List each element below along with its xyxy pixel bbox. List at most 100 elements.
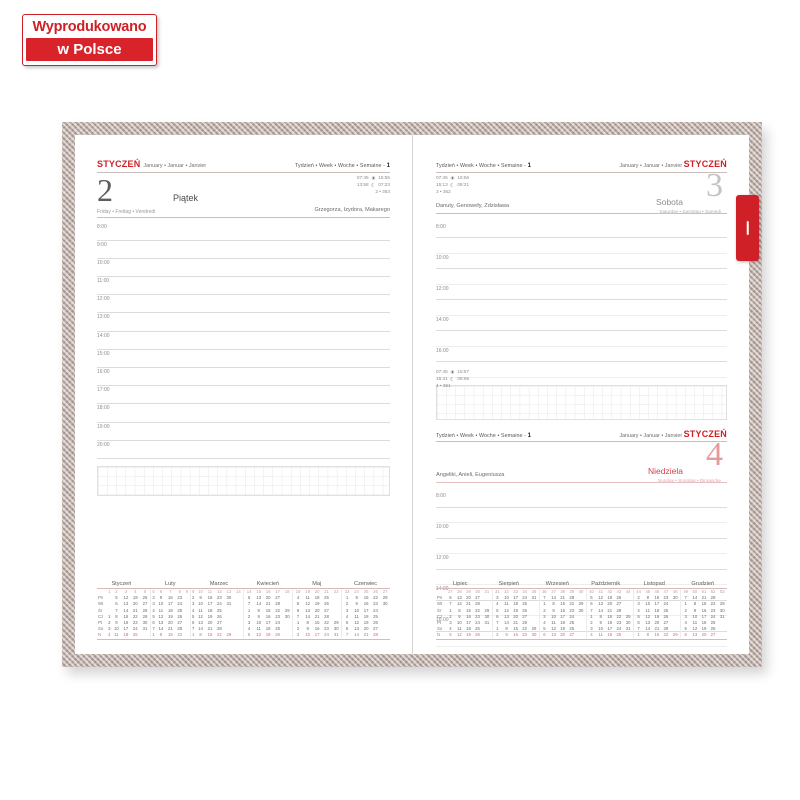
year-day-cell[interactable]: 22 [324, 619, 329, 625]
year-day-cell[interactable]: 13 [504, 613, 509, 619]
year-day-cell[interactable]: 26 [142, 595, 148, 601]
year-day-cell[interactable]: 16 [513, 631, 518, 637]
year-day-cell[interactable]: 1 [189, 631, 196, 638]
year-day-cell[interactable]: 1 [292, 619, 303, 626]
year-day-cell[interactable]: 8 [159, 631, 163, 637]
year-day-cell[interactable]: 11 [354, 613, 359, 619]
year-day-cell[interactable]: 22 [217, 631, 222, 637]
year-day-cell[interactable]: 9 [458, 613, 461, 619]
year-day-cell[interactable]: 15 [466, 607, 471, 613]
year-day-cell[interactable]: 3 [292, 631, 303, 638]
year-day-cell[interactable]: 12 [457, 631, 462, 637]
year-day-cell[interactable]: 11 [692, 619, 698, 625]
year-day-cell[interactable]: 9 [115, 619, 118, 625]
year-day-cell[interactable]: 13 [551, 631, 556, 637]
year-day-cell[interactable]: 10 [645, 601, 651, 607]
year-day-cell[interactable]: 18 [363, 613, 369, 619]
year-day-cell[interactable]: 11 [598, 631, 603, 637]
year-day-cell[interactable]: 8 [599, 613, 602, 619]
year-day-cell[interactable]: 29 [142, 613, 148, 619]
year-day-cell[interactable]: 25 [132, 631, 138, 637]
year-day-cell[interactable] [282, 632, 292, 638]
hour-row[interactable]: 15:00 [97, 350, 390, 368]
year-day-cell[interactable]: 26 [663, 613, 669, 619]
year-day-cell[interactable]: 24 [663, 601, 669, 607]
year-day-cell[interactable]: 24 [522, 595, 528, 601]
hour-row-half[interactable] [436, 539, 727, 554]
year-day-cell[interactable]: 21 [654, 625, 660, 631]
year-day-cell[interactable]: 21 [466, 601, 471, 607]
hour-row-half[interactable] [436, 238, 727, 254]
year-day-cell[interactable]: 31 [333, 631, 339, 637]
hour-row[interactable]: 9:00 [97, 241, 390, 259]
year-day-cell[interactable]: 23 [275, 613, 280, 619]
year-day-cell[interactable]: 22 [710, 601, 716, 607]
hour-row-half[interactable] [436, 570, 727, 585]
year-day-cell[interactable]: 16 [560, 607, 566, 613]
year-day-cell[interactable]: 9 [355, 601, 358, 607]
year-day-cell[interactable]: 10 [598, 625, 604, 631]
year-day-cell[interactable]: 22 [475, 607, 480, 613]
year-day-cell[interactable]: 19 [167, 613, 173, 619]
year-day-cell[interactable]: 3 [585, 625, 597, 632]
year-day-cell[interactable]: 18 [167, 607, 173, 613]
year-day-cell[interactable]: 13 [457, 595, 462, 601]
year-day-cell[interactable]: 15 [167, 631, 173, 637]
hour-row-half[interactable] [436, 632, 727, 647]
year-day-cell[interactable]: 24 [569, 613, 575, 619]
year-day-cell[interactable]: 17 [513, 595, 518, 601]
year-day-cell[interactable]: 22 [373, 595, 378, 601]
year-day-cell[interactable]: 18 [701, 619, 707, 625]
year-day-cell[interactable]: 10 [504, 595, 509, 601]
year-day-cell[interactable]: 27 [522, 613, 528, 619]
year-day-cell[interactable]: 17 [607, 625, 613, 631]
year-day-cell[interactable]: 4 [108, 631, 111, 637]
year-day-cell[interactable]: 13 [354, 625, 360, 631]
year-day-cell[interactable]: 25 [522, 601, 528, 607]
year-day-cell[interactable]: 3 [538, 613, 550, 620]
year-day-cell[interactable]: 28 [275, 601, 280, 607]
year-day-cell[interactable]: 19 [314, 601, 320, 607]
year-day-cell[interactable]: 23 [569, 607, 575, 613]
year-day-cell[interactable]: 24 [324, 631, 329, 637]
year-day-cell[interactable]: 3 [449, 619, 452, 625]
year-day-cell[interactable]: 30 [333, 625, 339, 631]
year-day-cell[interactable]: 2 [108, 619, 111, 625]
year-day-cell[interactable]: 16 [123, 619, 129, 625]
year-day-cell[interactable]: 10 [354, 607, 360, 613]
hour-row[interactable]: 8:00 [436, 223, 727, 238]
year-day-cell[interactable]: 29 [226, 631, 232, 637]
year-day-cell[interactable]: 30 [382, 601, 388, 607]
year-day-cell[interactable]: 27 [217, 619, 222, 625]
year-day-cell[interactable]: 18 [265, 625, 271, 631]
year-day-cell[interactable]: 1 [538, 601, 550, 608]
hour-row[interactable]: 10:00 [436, 254, 727, 269]
year-day-cell[interactable]: 4 [538, 619, 550, 626]
year-day-cell[interactable]: 26 [275, 631, 280, 637]
year-day-cell[interactable]: 27 [475, 595, 480, 601]
year-day-cell[interactable]: 25 [616, 631, 622, 637]
year-day-cell[interactable]: 14 [198, 625, 203, 631]
year-day-cell[interactable]: 17 [314, 631, 320, 637]
year-day-cell[interactable]: 24 [275, 619, 280, 625]
year-day-cell[interactable]: 2 [538, 607, 550, 614]
year-day-cell[interactable]: 7 [538, 595, 550, 602]
hour-row[interactable]: 14:00 [97, 332, 390, 350]
year-day-cell[interactable]: 20 [560, 631, 566, 637]
year-day-cell[interactable]: 6 [149, 619, 157, 626]
year-day-cell[interactable]: 17 [466, 619, 471, 625]
year-day-cell[interactable]: 24 [710, 613, 716, 619]
year-day-cell[interactable]: 8 [115, 613, 118, 619]
year-day-cell[interactable]: 31 [531, 595, 537, 601]
year-day-cell[interactable]: 21 [167, 625, 173, 631]
year-day-cell[interactable]: 30 [672, 595, 678, 601]
year-day-cell[interactable]: 21 [132, 607, 138, 613]
year-day-cell[interactable] [482, 632, 492, 638]
year-day-cell[interactable]: 10 [457, 619, 462, 625]
year-day-cell[interactable]: 10 [256, 619, 262, 625]
year-day-cell[interactable]: 12 [354, 619, 360, 625]
year-day-cell[interactable]: 28 [475, 601, 480, 607]
year-day-cell[interactable]: 27 [616, 601, 622, 607]
year-day-cell[interactable]: 15 [607, 613, 613, 619]
year-day-cell[interactable]: 13 [305, 607, 311, 613]
